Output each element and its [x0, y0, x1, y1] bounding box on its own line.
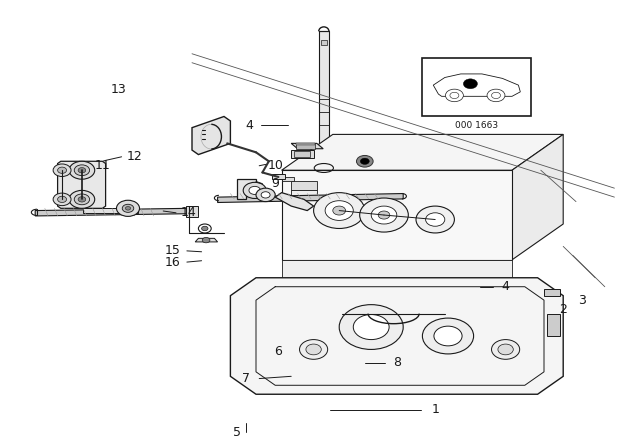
- Bar: [296, 144, 315, 149]
- Circle shape: [498, 344, 513, 355]
- Text: 6: 6: [275, 345, 282, 358]
- Polygon shape: [291, 181, 317, 190]
- Polygon shape: [291, 143, 323, 149]
- Polygon shape: [195, 238, 218, 242]
- Text: 4: 4: [502, 280, 509, 293]
- Circle shape: [492, 92, 500, 99]
- Circle shape: [58, 196, 67, 202]
- Circle shape: [53, 164, 71, 177]
- Polygon shape: [282, 170, 512, 260]
- Circle shape: [243, 182, 266, 198]
- Polygon shape: [83, 208, 138, 213]
- Circle shape: [78, 197, 86, 202]
- Circle shape: [125, 207, 131, 210]
- Text: 8: 8: [393, 356, 401, 370]
- Circle shape: [69, 161, 95, 179]
- Polygon shape: [275, 193, 314, 211]
- Bar: [294, 151, 310, 157]
- Circle shape: [487, 89, 505, 102]
- Polygon shape: [218, 194, 403, 202]
- Text: 15: 15: [165, 244, 180, 258]
- Circle shape: [74, 165, 90, 176]
- Circle shape: [426, 213, 445, 226]
- Circle shape: [306, 344, 321, 355]
- Text: 16: 16: [165, 255, 180, 269]
- Text: 3: 3: [579, 293, 586, 307]
- Circle shape: [261, 192, 270, 198]
- Circle shape: [356, 155, 373, 167]
- Polygon shape: [282, 134, 563, 170]
- Bar: [321, 40, 327, 45]
- Circle shape: [122, 204, 134, 212]
- Circle shape: [339, 305, 403, 349]
- Circle shape: [325, 201, 353, 220]
- Polygon shape: [319, 31, 329, 179]
- Circle shape: [360, 198, 408, 232]
- Circle shape: [353, 314, 389, 340]
- Polygon shape: [433, 74, 520, 96]
- Circle shape: [434, 326, 462, 346]
- Circle shape: [333, 206, 346, 215]
- Text: 9: 9: [271, 177, 279, 190]
- Circle shape: [74, 194, 90, 205]
- Text: 12: 12: [127, 150, 142, 164]
- Bar: [422, 58, 531, 116]
- Polygon shape: [282, 260, 512, 278]
- Text: 7: 7: [243, 372, 250, 385]
- Circle shape: [450, 92, 459, 99]
- Text: 000 1663: 000 1663: [455, 121, 499, 130]
- Polygon shape: [547, 314, 560, 336]
- Polygon shape: [282, 177, 294, 181]
- Polygon shape: [186, 206, 198, 217]
- Polygon shape: [237, 179, 256, 199]
- Text: 14: 14: [181, 206, 196, 220]
- Polygon shape: [192, 116, 230, 155]
- Polygon shape: [272, 174, 285, 179]
- Circle shape: [78, 168, 86, 173]
- Circle shape: [69, 190, 95, 208]
- Circle shape: [202, 226, 208, 231]
- Polygon shape: [58, 161, 106, 208]
- Polygon shape: [291, 150, 314, 158]
- Polygon shape: [230, 278, 563, 394]
- Circle shape: [256, 188, 275, 202]
- Circle shape: [53, 193, 71, 206]
- Circle shape: [416, 206, 454, 233]
- Circle shape: [463, 79, 477, 89]
- Circle shape: [445, 89, 463, 102]
- Circle shape: [198, 224, 211, 233]
- Circle shape: [378, 211, 390, 219]
- Polygon shape: [512, 134, 563, 260]
- Bar: [296, 143, 315, 145]
- Circle shape: [116, 200, 140, 216]
- Text: 2: 2: [559, 302, 567, 316]
- Polygon shape: [544, 289, 560, 296]
- Circle shape: [492, 340, 520, 359]
- Text: 5: 5: [233, 426, 241, 439]
- Circle shape: [300, 340, 328, 359]
- Circle shape: [58, 167, 67, 173]
- Circle shape: [314, 193, 365, 228]
- Circle shape: [422, 318, 474, 354]
- Text: 4: 4: [246, 119, 253, 132]
- Text: 13: 13: [111, 83, 126, 96]
- Text: 1: 1: [431, 403, 439, 417]
- Polygon shape: [291, 190, 317, 199]
- Circle shape: [249, 186, 260, 194]
- Circle shape: [360, 158, 369, 164]
- Circle shape: [202, 237, 210, 243]
- Text: 10: 10: [268, 159, 283, 172]
- Circle shape: [371, 206, 397, 224]
- Text: 11: 11: [95, 159, 110, 172]
- Polygon shape: [35, 208, 189, 216]
